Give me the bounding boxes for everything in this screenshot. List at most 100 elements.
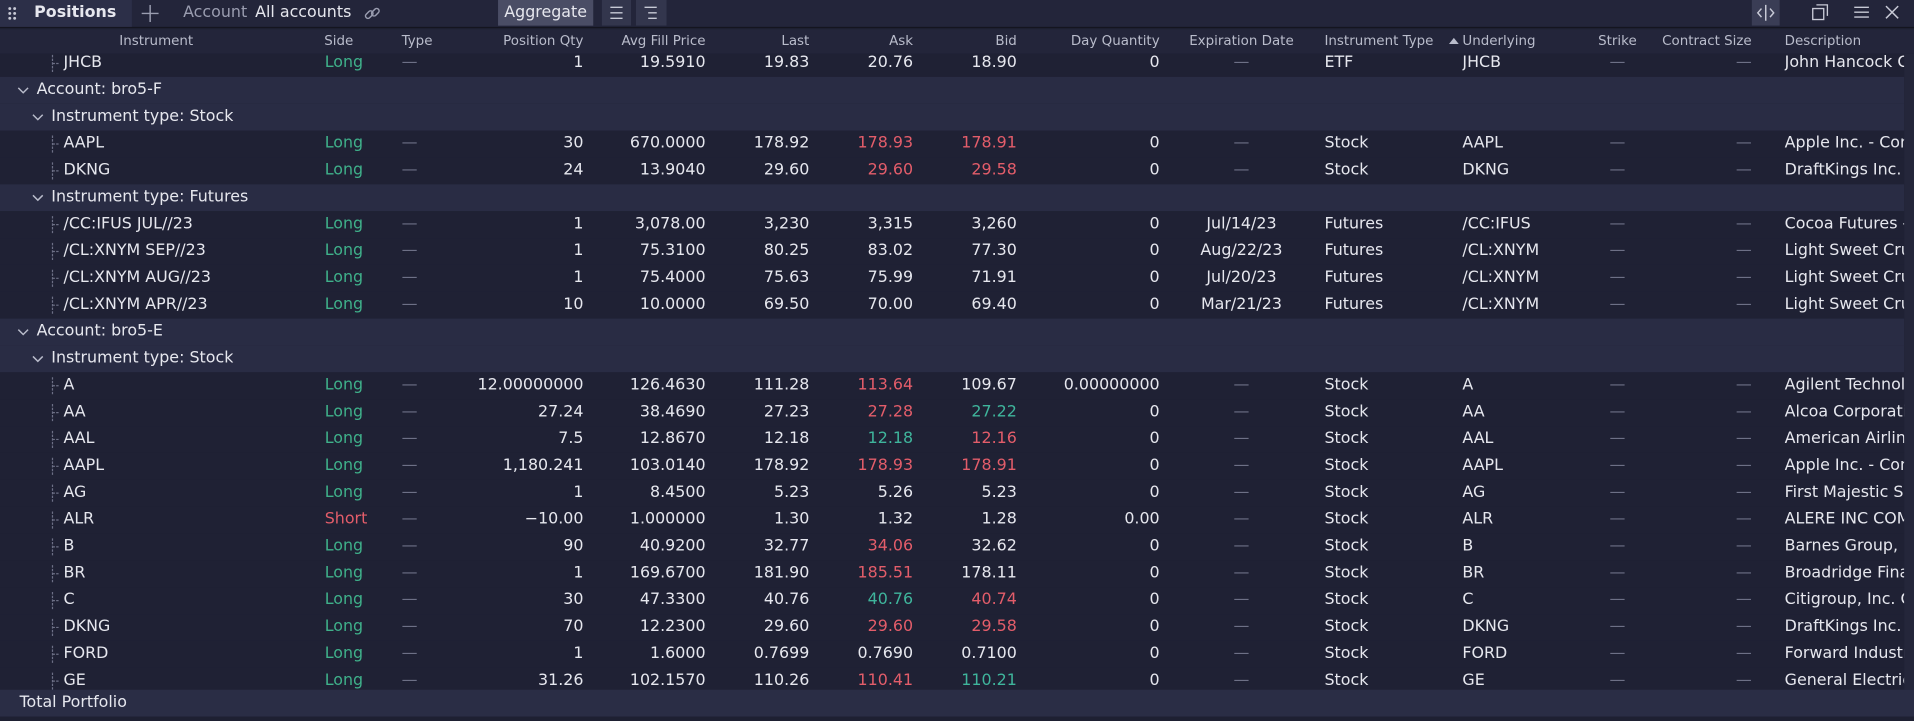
cell: 102.1570: [629, 671, 706, 690]
position-row[interactable]: AAPL Long — 1,180.241 103.0140 178.92 178.93 17…: [0, 452, 1905, 480]
cell: —: [401, 563, 418, 583]
position-row[interactable]: AG Long — 1 8.4500 5.23 5.26 5.23 0 — Stock AG — — Fir…: [0, 479, 1905, 507]
cell: 24: [563, 161, 584, 180]
drag-icon[interactable]: [7, 6, 17, 21]
column-title[interactable]: Side: [324, 32, 354, 49]
cell: 8.4500: [650, 483, 706, 502]
position-row[interactable]: BR Long — 1 169.6700 181.90 185.51 178.11 0 — Stoc…: [0, 560, 1905, 588]
close-button[interactable]: [1884, 4, 1901, 21]
type-row[interactable]: Instrument type: Stock: [0, 103, 1905, 131]
cell: Futures: [1324, 214, 1384, 234]
column-title[interactable]: Instrument Type: [1324, 32, 1434, 49]
cell: 29.58: [971, 161, 1017, 180]
column-title[interactable]: Position Qty: [503, 32, 584, 49]
cell: 109.67: [961, 375, 1017, 395]
cell: —: [401, 590, 418, 610]
link-icon[interactable]: [364, 5, 381, 22]
add-button[interactable]: [141, 4, 159, 22]
position-row[interactable]: AA Long — 27.24 38.4690 27.23 27.28 27.22 0 — Stoc…: [0, 399, 1905, 427]
position-row[interactable]: B Long — 90 40.9200 32.77 34.06 32.62 0 — Stock B — —…: [0, 533, 1905, 561]
title-tab[interactable]: Positions: [0, 0, 132, 27]
column-title[interactable]: Ask: [889, 32, 914, 49]
column-title[interactable]: Contract Size: [1662, 32, 1752, 49]
column-title[interactable]: Expiration Date: [1189, 32, 1294, 49]
cell: —: [1233, 429, 1250, 448]
cell: Long: [324, 402, 364, 422]
expand-toggle[interactable]: [17, 319, 29, 346]
cell: 34.06: [867, 537, 914, 556]
cell: 31.26: [538, 671, 584, 690]
cell: /CL:XNYM: [1462, 241, 1540, 261]
aggregate-button[interactable]: Aggregate: [498, 0, 594, 26]
cell: 178.93: [857, 134, 914, 153]
position-row[interactable]: /CC:IFUS JUL//23 Long — 1 3,078.00 3,230 3,315…: [0, 211, 1905, 239]
position-row[interactable]: DKNG Long — 24 13.9040 29.60 29.60 29.58 0 — Stock…: [0, 157, 1905, 185]
position-row[interactable]: A Long — 12.00000000 126.4630 111.28 113.64 109…: [0, 372, 1905, 400]
position-row[interactable]: GE Long — 31.26 102.1570 110.26 110.41 110.21 0 —…: [0, 667, 1905, 690]
type-label: Instrument type: Stock: [51, 107, 234, 126]
cell: AAPL: [1462, 456, 1503, 475]
cell: —: [401, 402, 418, 422]
tree-connector: [51, 430, 59, 448]
cell: Stock: [1324, 510, 1369, 529]
cell: Long: [324, 429, 364, 448]
column-title[interactable]: Day Quantity: [1070, 32, 1160, 49]
position-row[interactable]: ALR Short — −10.00 1.000000 1.30 1.32 1.28 0.00 —…: [0, 506, 1905, 534]
cell: Apple Inc. - Com: [1784, 456, 1905, 475]
list-view-button[interactable]: [601, 0, 632, 26]
cell: Light Sweet Cruc: [1784, 295, 1905, 314]
cell: —: [1735, 671, 1752, 690]
column-title[interactable]: Underlying: [1462, 32, 1536, 49]
position-row[interactable]: /CL:XNYM AUG//23 Long — 1 75.4000 75.63 75.99 7…: [0, 264, 1905, 292]
tree-view-button[interactable]: [635, 0, 667, 26]
column-title[interactable]: Last: [781, 32, 810, 49]
column-title[interactable]: Description: [1784, 32, 1862, 49]
menu-button[interactable]: [1853, 4, 1870, 21]
cell: —: [1735, 617, 1752, 636]
cell: DKNG: [1462, 161, 1510, 180]
position-row[interactable]: DKNG Long — 70 12.2300 29.60 29.60 29.58 0 — Stock…: [0, 614, 1905, 641]
cell: —: [401, 53, 418, 73]
position-row[interactable]: /CL:XNYM APR//23 Long — 10 10.0000 69.50 70.00…: [0, 291, 1905, 319]
expand-toggle[interactable]: [32, 345, 44, 372]
position-row[interactable]: AAPL Long — 30 670.0000 178.92 178.93 178.91 0 — S…: [0, 130, 1905, 158]
account-row[interactable]: Account: bro5-E: [0, 318, 1905, 346]
popout-button[interactable]: [1812, 4, 1829, 21]
position-row[interactable]: /CL:XNYM SEP//23 Long — 1 75.3100 80.25 83.02 7…: [0, 238, 1905, 265]
position-row[interactable]: C Long — 30 47.3300 40.76 40.76 40.74 0 — Stock C — —…: [0, 587, 1905, 615]
position-row[interactable]: AAL Long — 7.5 12.8670 12.18 12.18 12.16 0 — Stock…: [0, 426, 1905, 453]
cell: —: [401, 375, 418, 395]
cell: 70: [563, 617, 584, 636]
split-button[interactable]: [1751, 0, 1780, 26]
cell: —: [1609, 617, 1626, 636]
cell: 29.60: [763, 617, 810, 636]
cell: 5.23: [773, 483, 810, 502]
position-row[interactable]: FORD Long — 1 1.6000 0.7699 0.7690 0.7100 0 — Stoc…: [0, 640, 1905, 668]
cell: Long: [324, 590, 364, 610]
position-row[interactable]: JHCB Long — 1 19.5910 19.83 20.76 18.90 0 — ETF JHC…: [0, 53, 1905, 77]
cell: 0: [1149, 537, 1160, 556]
cell: —: [1735, 402, 1752, 422]
cell: 0: [1149, 161, 1160, 180]
cell: 0.7690: [857, 644, 914, 663]
scrollbar[interactable]: [1904, 53, 1914, 690]
type-row[interactable]: Instrument type: Stock: [0, 345, 1905, 373]
cell: Long: [324, 644, 364, 663]
column-title[interactable]: Type: [401, 32, 433, 49]
cell: Futures: [1324, 295, 1384, 314]
cell: 111.28: [753, 375, 810, 395]
account-row[interactable]: Account: bro5-F: [0, 76, 1905, 104]
type-row[interactable]: Instrument type: Futures: [0, 184, 1905, 212]
column-title[interactable]: Strike: [1598, 32, 1637, 49]
column-title[interactable]: Avg Fill Price: [621, 32, 706, 49]
tree-connector: [51, 162, 59, 180]
expand-toggle[interactable]: [17, 77, 29, 104]
column-title[interactable]: Instrument: [119, 32, 194, 49]
cell: Mar/21/23: [1200, 295, 1282, 314]
column-title[interactable]: Bid: [995, 32, 1017, 49]
expand-toggle[interactable]: [32, 104, 44, 131]
cell: —: [401, 671, 418, 690]
account-selector[interactable]: All accounts: [255, 3, 352, 22]
cell: 178.91: [961, 456, 1017, 475]
expand-toggle[interactable]: [32, 184, 44, 211]
